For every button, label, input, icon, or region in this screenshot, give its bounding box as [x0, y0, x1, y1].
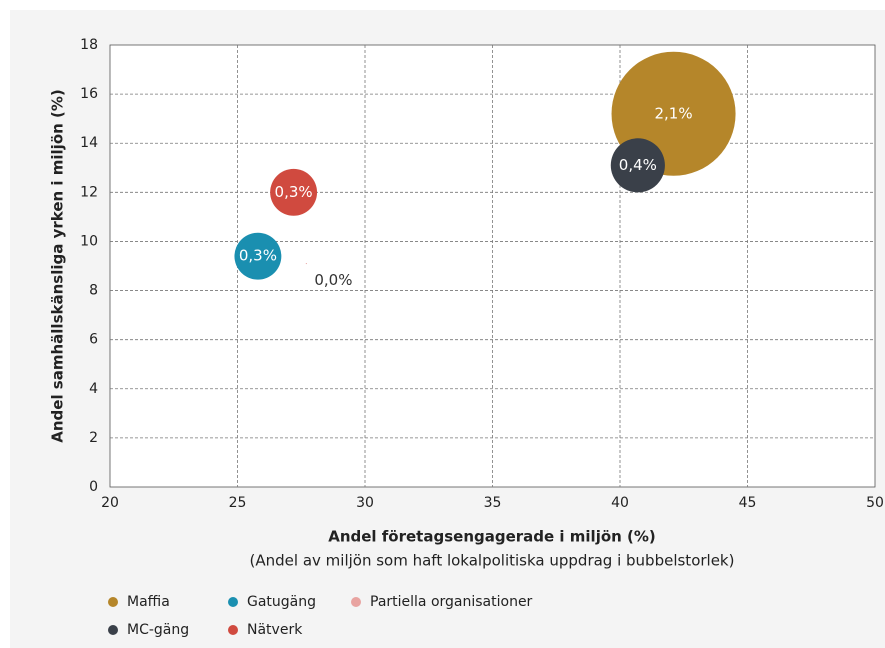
y-tick-label: 0: [89, 479, 98, 495]
bubble: [270, 168, 318, 216]
data-label: 0,3%: [275, 183, 313, 201]
x-tick-label: 20: [101, 495, 119, 511]
bubble: [234, 232, 282, 280]
legend-label: Partiella organisationer: [370, 594, 533, 610]
bubble: [610, 138, 665, 193]
x-tick-label: 35: [484, 495, 502, 511]
legend-label: Maffia: [127, 594, 170, 610]
data-label: 0,3%: [239, 247, 277, 265]
y-tick-label: 2: [89, 430, 98, 446]
x-tick-label: 25: [229, 495, 247, 511]
y-tick-label: 16: [80, 86, 98, 102]
y-tick-label: 6: [89, 332, 98, 348]
subtitle: (Andel av miljön som haft lokalpolitiska…: [250, 552, 735, 570]
x-axis-label: Andel företagsengagerade i miljön (%): [328, 528, 656, 546]
legend-label: Nätverk: [247, 622, 303, 638]
x-tick-label: 30: [356, 495, 374, 511]
x-tick-label: 50: [866, 495, 884, 511]
legend-marker: [228, 597, 238, 607]
y-tick-label: 18: [80, 37, 98, 53]
y-tick-label: 14: [80, 135, 98, 151]
x-tick-label: 45: [739, 495, 757, 511]
bubble: [305, 262, 307, 265]
data-label: 0,4%: [619, 156, 657, 174]
legend-marker: [108, 625, 118, 635]
y-tick-label: 8: [89, 283, 98, 299]
x-tick-label: 40: [611, 495, 629, 511]
legend-marker: [351, 597, 361, 607]
data-label: 0,0%: [314, 271, 352, 289]
y-tick-label: 4: [89, 381, 98, 397]
data-label: 2,1%: [654, 104, 692, 122]
y-tick-label: 10: [80, 233, 98, 249]
y-tick-label: 12: [80, 184, 98, 200]
legend-label: MC-gäng: [127, 622, 189, 638]
legend-marker: [228, 625, 238, 635]
legend-marker: [108, 597, 118, 607]
legend-label: Gatugäng: [247, 594, 316, 610]
y-axis-label: Andel samhällskänsliga yrken i miljön (%…: [49, 89, 67, 443]
